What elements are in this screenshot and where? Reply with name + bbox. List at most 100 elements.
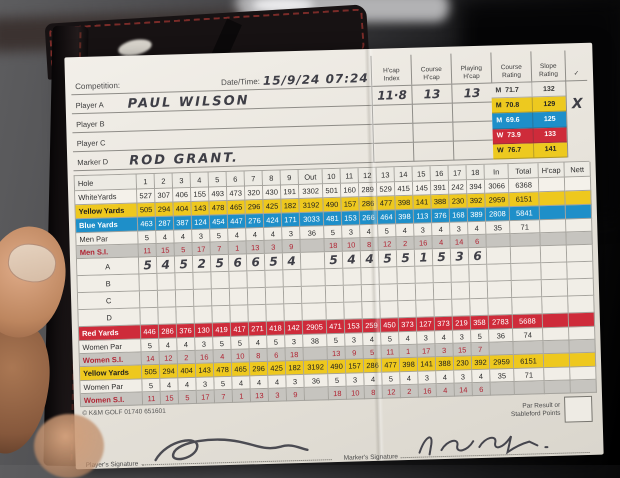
grid-cell: 155	[191, 187, 210, 202]
grid-cell	[433, 282, 453, 301]
grid-cell: 387	[173, 215, 193, 231]
grid-cell: 4	[160, 378, 179, 392]
grid-cell	[398, 300, 417, 319]
grid-cell	[212, 305, 231, 324]
column-header: Course H'cap	[410, 53, 452, 85]
grid-cell: 4	[156, 256, 176, 274]
grid-cell: 230	[453, 356, 473, 371]
grid-cell	[570, 366, 597, 381]
grid-cell: 446	[140, 324, 160, 340]
player-name-handwritten: ROD GRANT.	[129, 150, 240, 169]
grid-cell: 398	[395, 209, 415, 225]
grid-cell: Total	[508, 163, 539, 180]
grid-cell: 1	[136, 173, 156, 190]
grid-cell	[193, 272, 212, 290]
grid-cell: 3	[285, 334, 304, 349]
grid-cell: 425	[263, 199, 282, 214]
grid-cell: 4	[396, 223, 415, 238]
grid-cell: 38	[303, 334, 328, 348]
grid-cell: 404	[177, 363, 197, 379]
grid-cell: 160	[340, 183, 360, 198]
grid-cell	[247, 287, 267, 306]
grid-cell	[247, 270, 266, 289]
grid-cell: 3	[268, 388, 288, 402]
grid-cell	[542, 296, 569, 315]
grid-cell: 4	[249, 335, 268, 350]
grid-cell: 4	[159, 338, 178, 352]
grid-cell: 17	[192, 242, 211, 256]
grid-cell: 4	[436, 370, 455, 385]
grid-cell	[303, 347, 328, 361]
grid-cell	[248, 304, 267, 323]
grid-cell: 6	[228, 254, 248, 272]
grid-cell: 505	[141, 364, 161, 380]
grid-cell: 5	[138, 256, 158, 275]
grid-cell: 5	[382, 372, 401, 386]
grid-cell	[510, 246, 542, 265]
grid-cell: 5	[264, 253, 284, 271]
grid-cell	[266, 304, 285, 322]
grid-cell	[300, 252, 326, 270]
player-signature-scribble	[154, 438, 309, 462]
grid-cell	[567, 278, 595, 297]
grid-cell: 404	[173, 201, 192, 217]
datetime-field: Date/Time: 15/9/24 07:24	[220, 56, 371, 90]
grid-cell	[265, 287, 285, 305]
grid-cell	[566, 218, 593, 233]
grid-cell	[568, 295, 595, 314]
grid-cell: 454	[209, 214, 229, 230]
grid-cell: 4	[432, 235, 451, 250]
grid-cell: 3	[346, 373, 365, 387]
grid-cell: 10	[342, 238, 361, 252]
grid-cell: 145	[412, 181, 432, 196]
grid-cell: 398	[399, 357, 419, 373]
grid-cell: 16	[195, 350, 214, 364]
grid-cell	[301, 286, 327, 304]
grid-cell	[175, 272, 194, 291]
grid-cell: 3	[342, 225, 361, 239]
grid-cell: 527	[137, 188, 156, 204]
grid-cell: 481	[323, 211, 343, 227]
grid-cell	[397, 266, 416, 285]
grid-cell: 36	[304, 374, 329, 388]
grid-cell	[470, 298, 489, 317]
grid-cell: 71	[514, 368, 545, 383]
grid-cell	[543, 353, 571, 369]
grid-cell: 271	[248, 321, 268, 337]
grid-cell: 3	[264, 240, 283, 254]
copyright-text: © K&M GOLF 01740 651601	[82, 407, 166, 418]
grid-cell: 447	[227, 214, 247, 229]
grid-cell: 505	[137, 202, 156, 218]
grid-cell: 6	[472, 382, 491, 397]
grid-cell: 7	[471, 342, 490, 357]
row-label: Hole	[74, 174, 138, 192]
grid-cell: 14	[450, 235, 469, 249]
handicap-cell	[372, 142, 414, 163]
grid-cell: 477	[381, 358, 401, 373]
grid-cell: 18	[466, 164, 485, 181]
grid-cell: 465	[231, 362, 251, 377]
grid-cell: 5	[328, 373, 347, 388]
grid-cell: 230	[449, 194, 468, 209]
score-grid: Hole123456789Out101112131415161718InTota…	[73, 160, 597, 408]
grid-cell: 171	[281, 212, 301, 228]
grid-cell: 3066	[484, 179, 510, 194]
grid-cell	[211, 288, 231, 307]
grid-cell	[433, 265, 452, 284]
grid-cell: 143	[191, 201, 210, 216]
handicap-value-grid: 11·8 13 13	[371, 83, 494, 163]
tee-check-cell: X	[565, 96, 589, 112]
grid-cell: 501	[322, 183, 342, 199]
grid-cell: 9	[282, 239, 301, 254]
grid-cell: 36	[489, 329, 514, 343]
column-header: Playing H'cap	[450, 52, 492, 84]
handicap-cell	[412, 141, 454, 162]
grid-cell: 391	[430, 180, 450, 196]
grid-cell: 141	[417, 357, 437, 372]
grid-cell	[325, 268, 344, 287]
grid-cell: 376	[176, 323, 196, 339]
grid-cell: 3	[195, 337, 214, 351]
grid-cell: 2	[192, 255, 212, 273]
grid-cell	[416, 300, 435, 318]
grid-cell: 3192	[303, 360, 329, 375]
